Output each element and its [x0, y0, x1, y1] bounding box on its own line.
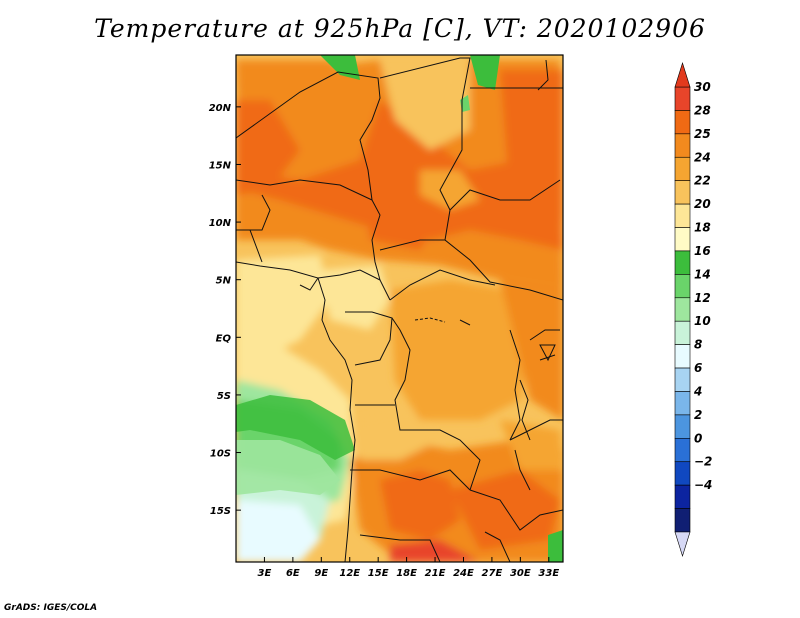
colorbar-label: 2	[694, 408, 702, 422]
colorbar-swatch	[674, 297, 691, 322]
colorbar-swatch	[674, 320, 691, 345]
colorbar-swatch	[674, 438, 691, 463]
colorbar-top-arrow	[674, 61, 691, 88]
y-tick-label: 10S	[210, 449, 231, 460]
colorbar-swatch	[674, 414, 691, 439]
colorbar-label: 6	[694, 361, 702, 375]
x-tick-label: 12E	[339, 568, 360, 579]
colorbar-label: 22	[694, 174, 711, 188]
y-tick-label: 5S	[217, 391, 231, 402]
colorbar-label: 30	[694, 80, 711, 94]
colorbar-label: 4	[693, 384, 702, 398]
colorbar-swatch	[674, 250, 691, 275]
y-tick-label: 5N	[216, 276, 232, 287]
colorbar-swatch	[674, 86, 691, 111]
x-tick-label: 24E	[453, 568, 474, 579]
colorbar-swatch	[674, 508, 691, 533]
colorbar-swatch	[674, 274, 691, 299]
colorbar-swatch	[674, 110, 691, 135]
colorbar-label: 14	[694, 267, 711, 281]
colorbar-swatch	[674, 461, 691, 486]
y-axis: 20N 15N 10N 5N EQ 5S 10S 15S	[209, 103, 241, 517]
y-tick-label: 15S	[210, 506, 231, 517]
x-tick-label: 18E	[396, 568, 417, 579]
colorbar-swatch	[674, 344, 691, 369]
colorbar-bottom-arrow	[674, 531, 691, 558]
colorbar-swatch	[674, 391, 691, 416]
colorbar-label: 8	[694, 338, 702, 352]
x-axis: 3E 6E 9E 12E 15E 18E 21E 24E 27E 30E 33E	[258, 557, 559, 579]
x-tick-label: 27E	[482, 568, 503, 579]
colorbar-label: 12	[694, 291, 711, 305]
colorbar-swatch	[674, 203, 691, 228]
colorbar-label: 28	[694, 103, 711, 117]
x-tick-label: 21E	[425, 568, 446, 579]
colorbar-swatch	[674, 156, 691, 181]
x-tick-label: 3E	[258, 568, 272, 579]
map-frame	[235, 54, 564, 563]
colorbar-swatch	[674, 180, 691, 205]
colorbar-label: 18	[694, 221, 711, 235]
colorbar-swatch	[674, 227, 691, 252]
chart-title: Temperature at 925hPa [C], VT: 202010290…	[94, 14, 706, 43]
colorbar-label: 20	[694, 197, 711, 211]
colorbar-label: 10	[694, 314, 711, 328]
colorbar-label: 24	[694, 150, 711, 164]
x-tick-label: 33E	[538, 568, 559, 579]
colorbar-swatch	[674, 133, 691, 158]
colorbar-swatch	[674, 367, 691, 392]
country-borders	[236, 57, 563, 562]
temperature-field	[236, 55, 563, 562]
colorbar-label: −4	[694, 478, 712, 492]
colorbar-swatch	[674, 484, 691, 509]
x-tick-label: 9E	[314, 568, 328, 579]
y-tick-label: EQ	[216, 333, 232, 344]
colorbar-label: 16	[694, 244, 711, 258]
credit-label: GrADS: IGES/COLA	[4, 603, 98, 613]
y-tick-label: 15N	[209, 160, 232, 171]
colorbar-label: −2	[694, 455, 712, 469]
x-tick-label: 6E	[286, 568, 300, 579]
colorbar-label: 0	[694, 431, 702, 445]
y-tick-label: 10N	[209, 218, 232, 229]
x-tick-label: 15E	[368, 568, 389, 579]
colorbar-label: 25	[694, 127, 711, 141]
y-tick-label: 20N	[209, 103, 232, 114]
x-tick-label: 30E	[510, 568, 531, 579]
